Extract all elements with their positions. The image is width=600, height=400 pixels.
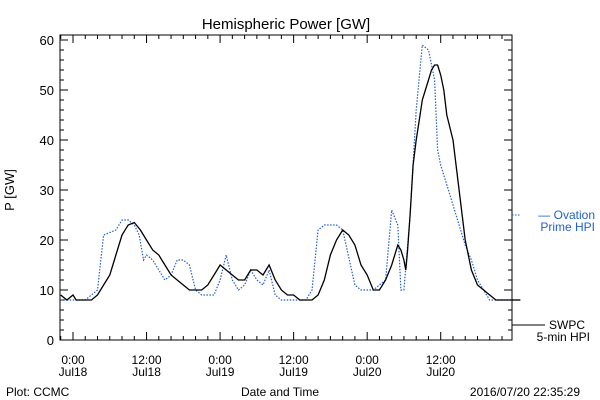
timestamp: 2016/07/20 22:35:29 [470, 385, 580, 399]
y-tick-label: 50 [40, 83, 54, 98]
x-tick-time-label: 0:00 [208, 353, 232, 367]
legend-ovation-line1: — Ovation [538, 208, 595, 222]
x-tick-date-label: Jul19 [279, 365, 308, 379]
x-tick-time-label: 0:00 [355, 353, 379, 367]
y-tick-label: 20 [40, 233, 54, 248]
legend-ovation-line2: Prime HPI [540, 220, 595, 234]
legend-swpc-line1: SWPC [549, 318, 585, 332]
x-tick-time-label: 12:00 [132, 353, 162, 367]
y-axis-label: P [GW] [2, 169, 17, 211]
x-tick-date-label: Jul18 [132, 365, 161, 379]
x-tick-date-label: Jul19 [206, 365, 235, 379]
x-tick-date-label: Jul18 [59, 365, 88, 379]
y-tick-label: 0 [47, 333, 54, 348]
ovation-prime-line [60, 43, 521, 301]
x-tick-time-label: 12:00 [279, 353, 309, 367]
chart-title: Hemispheric Power [GW] [202, 16, 370, 33]
swpc-line [60, 64, 521, 301]
x-tick-time-label: 12:00 [426, 353, 456, 367]
x-tick-date-label: Jul20 [426, 365, 455, 379]
y-tick-label: 10 [40, 283, 54, 298]
y-tick-label: 60 [40, 33, 54, 48]
y-tick-label: 40 [40, 133, 54, 148]
y-tick-label: 30 [40, 183, 54, 198]
plot-credit: Plot: CCMC [6, 385, 70, 399]
plot-frame [59, 34, 513, 341]
x-tick-date-label: Jul20 [353, 365, 382, 379]
legend-swpc-line2: 5-min HPI [537, 330, 590, 344]
x-axis-label: Date and Time [241, 385, 319, 399]
x-tick-time-label: 0:00 [61, 353, 85, 367]
